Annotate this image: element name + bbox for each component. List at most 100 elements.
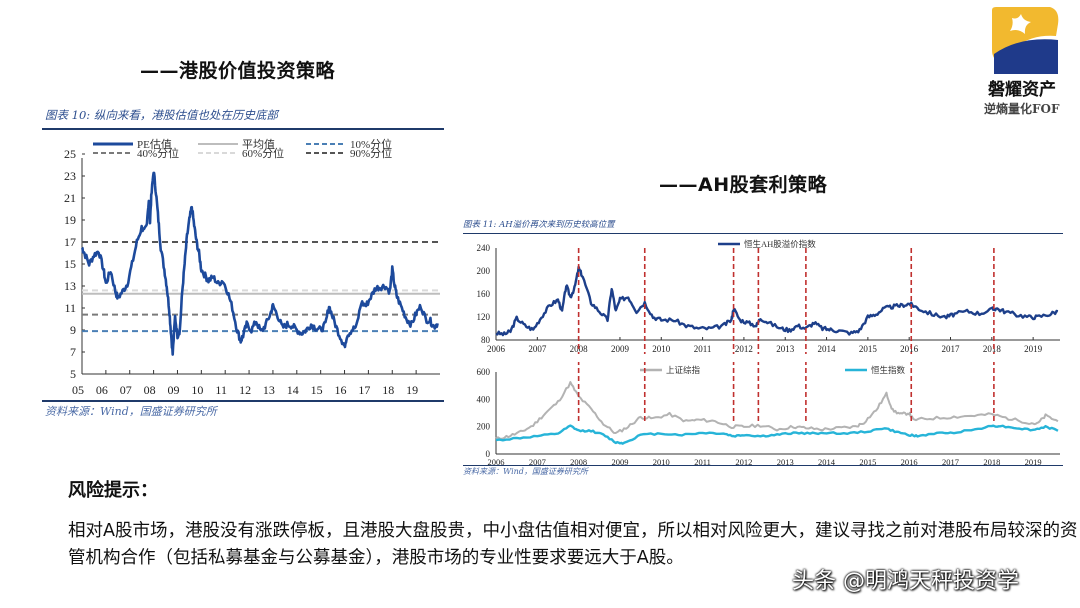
svg-text:恒生指数: 恒生指数: [871, 365, 906, 375]
legend-sse-composite: 上证综指: [640, 365, 701, 375]
svg-text:2006: 2006: [487, 344, 506, 354]
svg-text:60%分位: 60%分位: [242, 146, 284, 160]
svg-text:23: 23: [64, 169, 76, 183]
svg-text:17: 17: [358, 383, 370, 397]
svg-text:2017: 2017: [942, 344, 961, 354]
svg-text:2007: 2007: [528, 344, 547, 354]
svg-text:9: 9: [70, 323, 76, 337]
svg-text:2018: 2018: [983, 344, 1002, 354]
figure11-bottom-rule: [463, 465, 1063, 466]
svg-text:2013: 2013: [776, 344, 795, 354]
svg-text:0: 0: [486, 449, 491, 459]
svg-text:16: 16: [335, 383, 347, 397]
svg-text:2008: 2008: [570, 457, 587, 467]
svg-text:2018: 2018: [983, 457, 1000, 467]
svg-text:2007: 2007: [529, 457, 546, 467]
svg-text:2006: 2006: [488, 457, 505, 467]
svg-text:2012: 2012: [735, 457, 752, 467]
legend-p10: 10%分位: [306, 137, 392, 151]
svg-text:2011: 2011: [694, 457, 711, 467]
risk-body: 相对A股市场，港股没有涨跌停板，且港股大盘股贵，中小盘估值相对便宜，所以相对风险…: [68, 521, 1078, 568]
svg-text:2019: 2019: [1024, 344, 1043, 354]
svg-text:10: 10: [191, 383, 203, 397]
logo-subtitle: 逆熵量化FOF: [984, 102, 1060, 116]
svg-text:240: 240: [477, 243, 491, 253]
figure11-top-rule: [463, 233, 1063, 234]
svg-text:15: 15: [64, 257, 76, 271]
figure11-caption: 图表 11: AH溢价再次来到历史较高位置: [463, 220, 615, 230]
legend-pe: PE估值: [93, 138, 172, 151]
svg-text:2010: 2010: [653, 457, 670, 467]
svg-text:2015: 2015: [859, 457, 876, 467]
svg-text:25: 25: [64, 147, 76, 161]
legend-ah-premium: 恒生AH股溢价指数: [718, 239, 816, 249]
svg-text:2015: 2015: [859, 344, 878, 354]
section-title-ah-arbitrage: ——AH股套利策略: [659, 174, 828, 196]
svg-text:平均值: 平均值: [242, 138, 275, 151]
svg-text:10%分位: 10%分位: [350, 137, 392, 151]
figure10-top-rule: [42, 128, 444, 130]
index-compare-chart: 0 200 400 600 2006 2007 2008 2009 2010 2011 2012 20…: [477, 362, 1060, 467]
hang-seng-line: [495, 424, 1059, 445]
svg-text:2011: 2011: [694, 344, 712, 354]
svg-text:200: 200: [477, 266, 491, 276]
svg-text:11: 11: [64, 301, 76, 315]
figure11-source: 资料来源：Wind，国盛证券研究所: [463, 467, 588, 476]
svg-text:2009: 2009: [611, 457, 628, 467]
logo-mark-icon: [992, 7, 1059, 74]
svg-text:21: 21: [64, 191, 76, 205]
svg-text:120: 120: [477, 312, 491, 322]
svg-text:2014: 2014: [818, 457, 836, 467]
svg-text:40%分位: 40%分位: [137, 146, 179, 160]
svg-text:2009: 2009: [611, 344, 630, 354]
figure10-caption: 图表 10: 纵向来看，港股估值也处在历史底部: [45, 108, 278, 122]
pe-valuation-chart: PE估值 平均值 10%分位 40%分位 60%分位 90%分位 5 7 9 11 13 15 17 19…: [64, 137, 440, 397]
svg-text:2010: 2010: [652, 344, 671, 354]
svg-text:19: 19: [64, 213, 76, 227]
svg-text:2013: 2013: [777, 457, 794, 467]
svg-text:PE估值: PE估值: [137, 138, 172, 151]
svg-text:5: 5: [70, 367, 76, 381]
risk-title: 风险提示：: [68, 480, 158, 501]
svg-text:7: 7: [70, 345, 76, 359]
legend-p90: 90%分位: [306, 146, 392, 160]
svg-text:90%分位: 90%分位: [350, 146, 392, 160]
legend-mean: 平均值: [198, 138, 275, 151]
svg-text:14: 14: [287, 383, 299, 397]
svg-text:08: 08: [144, 383, 156, 397]
svg-text:05: 05: [72, 383, 84, 397]
svg-text:上证综指: 上证综指: [666, 365, 701, 375]
company-logo: [990, 6, 1062, 74]
svg-text:12: 12: [239, 383, 251, 397]
svg-text:2016: 2016: [900, 344, 919, 354]
svg-text:15: 15: [311, 383, 323, 397]
legend-hang-seng: 恒生指数: [845, 365, 906, 375]
svg-text:07: 07: [120, 383, 132, 397]
figure10-source: 资料来源：Wind，国盛证券研究所: [45, 405, 217, 418]
svg-text:恒生AH股溢价指数: 恒生AH股溢价指数: [744, 239, 816, 249]
legend-p60: 60%分位: [198, 146, 284, 160]
figure10-bottom-rule: [42, 400, 444, 402]
watermark: 头条 @明鸿天秤投资学: [792, 569, 1019, 594]
svg-text:17: 17: [64, 235, 76, 249]
svg-text:06: 06: [96, 383, 108, 397]
svg-text:80: 80: [481, 335, 491, 345]
svg-text:11: 11: [215, 383, 227, 397]
legend-p40: 40%分位: [93, 146, 179, 160]
svg-text:160: 160: [477, 289, 491, 299]
svg-text:2014: 2014: [818, 344, 837, 354]
svg-text:200: 200: [477, 422, 491, 432]
section-title-hk-value: ——港股价值投资策略: [140, 60, 336, 82]
svg-text:2019: 2019: [1025, 457, 1042, 467]
pe-line: [80, 171, 439, 356]
logo-company-name: 磐耀资产: [988, 80, 1056, 100]
svg-text:2012: 2012: [735, 344, 753, 354]
svg-text:13: 13: [64, 279, 76, 293]
svg-text:13: 13: [263, 383, 275, 397]
svg-text:400: 400: [477, 394, 491, 404]
svg-text:19: 19: [406, 383, 418, 397]
svg-text:09: 09: [167, 383, 179, 397]
svg-text:18: 18: [382, 383, 394, 397]
svg-text:2017: 2017: [942, 457, 959, 467]
ah-premium-chart: 8012016020024020062007200820092010201120…: [477, 239, 1060, 354]
